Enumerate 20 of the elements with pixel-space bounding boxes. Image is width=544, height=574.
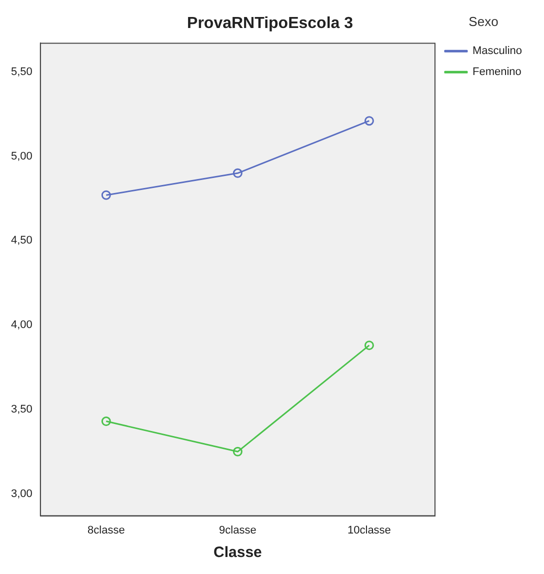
y-tick-label: 4,50 xyxy=(10,234,32,247)
point xyxy=(232,168,242,178)
y-tick-label: 4,00 xyxy=(10,319,32,332)
point xyxy=(101,416,111,426)
y-tick-label: 5,00 xyxy=(10,150,32,162)
legend-label: Masculino xyxy=(472,45,522,58)
point xyxy=(364,116,374,126)
point xyxy=(232,446,242,456)
y-tick-label: 5,50 xyxy=(10,66,32,78)
legend-label: Femenino xyxy=(472,66,522,78)
x-tick-label: 10classe xyxy=(348,524,391,536)
point xyxy=(364,340,374,350)
point xyxy=(101,190,111,200)
x-tick-label: 9classe xyxy=(219,524,256,536)
x-tick-label: 8classe xyxy=(88,524,125,536)
x-axis-title: Classe xyxy=(214,544,262,562)
chart-title: ProvaRNTipoEscola 3 xyxy=(187,15,354,32)
y-tick-label: 3,50 xyxy=(10,403,32,416)
legend-title: Sexo xyxy=(468,14,498,30)
y-tick-label: 3,00 xyxy=(10,488,32,500)
